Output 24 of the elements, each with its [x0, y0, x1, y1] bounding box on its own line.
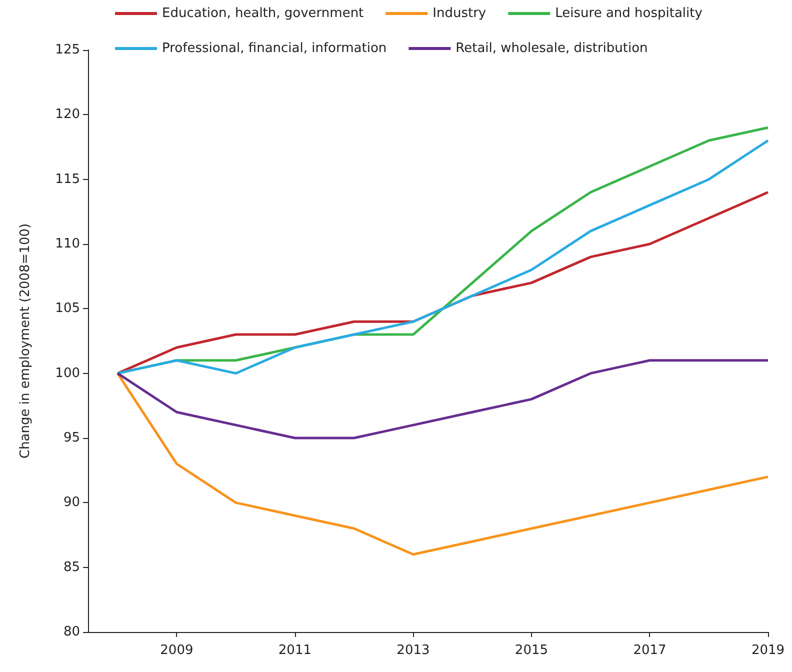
legend-label: Professional, financial, information [162, 41, 387, 56]
x-tick-label: 2019 [751, 643, 785, 658]
y-tick-label: 95 [63, 430, 80, 446]
legend-label: Retail, wholesale, distribution [456, 41, 648, 56]
y-axis-title: Change in employment (2008=100) [18, 223, 33, 459]
x-tick-label: 2017 [633, 643, 666, 658]
y-tick-label: 120 [55, 107, 80, 122]
legend-label: Industry [432, 6, 486, 21]
x-tick-label: 2013 [396, 643, 430, 658]
x-tick-label: 2009 [160, 643, 194, 658]
y-tick-label: 90 [63, 495, 80, 510]
y-tick-label: 80 [63, 624, 80, 640]
y-tick-label: 100 [55, 366, 80, 381]
x-tick-label: 2011 [278, 643, 312, 658]
legend-label: Education, health, government [162, 6, 364, 21]
y-tick-label: 125 [55, 42, 80, 58]
y-tick-label: 110 [55, 236, 80, 252]
y-tick-label: 85 [63, 560, 80, 575]
y-tick-label: 115 [55, 172, 80, 187]
line-series [116, 372, 770, 556]
line-series [116, 359, 770, 440]
y-tick-label: 105 [55, 301, 80, 316]
x-tick-label: 2015 [514, 643, 548, 658]
legend-label: Leisure and hospitality [555, 6, 703, 21]
